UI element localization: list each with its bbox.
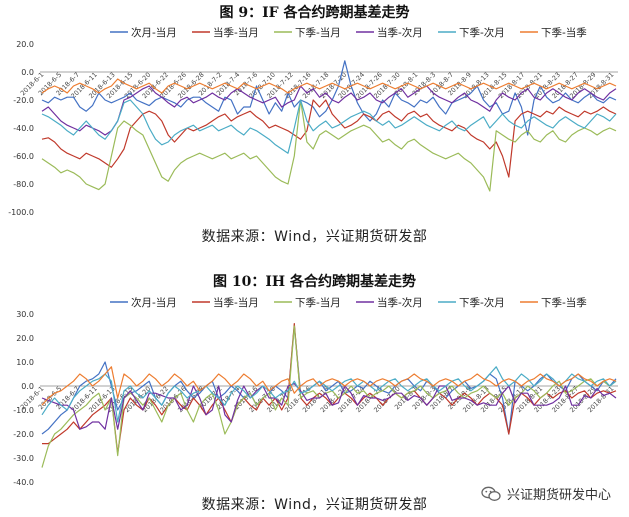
series-line — [41, 366, 617, 423]
y-tick-label: 20.0 — [16, 334, 34, 343]
legend-label: 当季-次月 — [377, 296, 423, 309]
legend: 次月-当月 当季-当月 下季-当月 当季-次月 下季-次月 下季-当季 — [110, 296, 587, 309]
legend-label: 下季-当月 — [295, 26, 341, 39]
figure-9-title: 图 9：IF 各合约跨期基差走势 — [219, 5, 410, 21]
y-tick-label: -60.0 — [13, 152, 34, 161]
y-tick-label: 20.0 — [16, 40, 34, 49]
legend-label: 次月-当月 — [131, 26, 177, 39]
y-tick-label: -10.0 — [13, 406, 34, 415]
chart-if-basis: 次月-当月 当季-当月 下季-当月 当季-次月 下季-次月 下季-当季 20.0 0.0 -20… — [8, 26, 618, 217]
legend: 次月-当月 当季-当月 下季-当月 当季-次月 下季-次月 下季-当季 — [110, 26, 587, 39]
legend-label: 下季-次月 — [459, 296, 505, 309]
series-line — [41, 382, 617, 430]
legend-label: 当季-当月 — [213, 26, 259, 39]
series-line — [41, 99, 617, 192]
figure-9-source: 数据来源：Wind，兴证期货研发部 — [201, 229, 428, 245]
series-line — [41, 85, 617, 136]
y-tick-label: -40.0 — [13, 124, 34, 133]
legend-label: 下季-当季 — [541, 296, 587, 309]
figure-10-title: 图 10：IH 各合约跨期基差走势 — [212, 274, 416, 290]
legend-label: 当季-当月 — [213, 296, 259, 309]
legend-label: 次月-当月 — [131, 296, 177, 309]
series-line — [41, 366, 617, 406]
figure-10-source: 数据来源：Wind，兴证期货研发部 — [201, 497, 428, 513]
y-tick-label: -30.0 — [13, 454, 34, 463]
y-tick-label: 0.0 — [21, 382, 34, 391]
y-tick-label: -40.0 — [13, 478, 34, 487]
y-tick-label: -80.0 — [13, 180, 34, 189]
y-tick-label: -20.0 — [13, 430, 34, 439]
legend-label: 下季-当季 — [541, 26, 587, 39]
series-line — [41, 78, 617, 94]
y-tick-label: 10.0 — [16, 358, 34, 367]
y-tick-label: 0.0 — [21, 68, 34, 77]
series-line — [41, 99, 617, 178]
y-tick-label: 30.0 — [16, 310, 34, 319]
y-tick-label: -100.0 — [8, 208, 34, 217]
legend-label: 当季-次月 — [377, 26, 423, 39]
chart-ih-basis: 次月-当月 当季-当月 下季-当月 当季-次月 下季-次月 下季-当季 30.0 20.0 10… — [13, 296, 618, 487]
legend-label: 下季-次月 — [459, 26, 505, 39]
y-tick-label: -20.0 — [13, 96, 34, 105]
wechat-icon — [481, 486, 501, 502]
legend-label: 下季-当月 — [295, 296, 341, 309]
watermark: 兴证期货研发中心 — [481, 484, 611, 503]
watermark-text: 兴证期货研发中心 — [506, 488, 611, 503]
series-line — [41, 99, 617, 154]
